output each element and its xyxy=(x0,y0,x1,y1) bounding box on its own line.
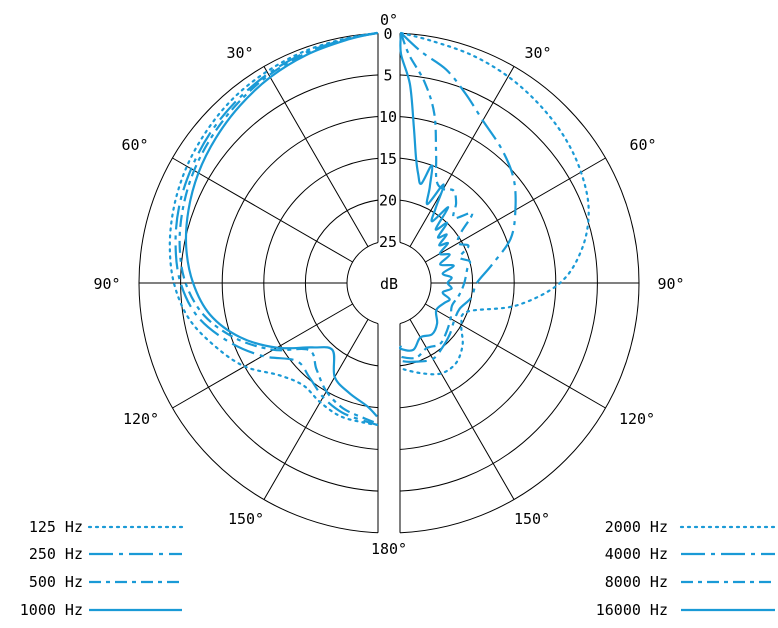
polar-series xyxy=(168,31,590,426)
unit-label: dB xyxy=(380,275,398,293)
angle-label: 150° xyxy=(228,510,264,528)
angle-label: 90° xyxy=(93,275,120,293)
series-250hz xyxy=(174,31,378,426)
angle-label: 0° xyxy=(380,11,398,29)
legend-label: 1000 Hz xyxy=(20,601,83,619)
grid-spoke xyxy=(263,66,369,247)
legend-label: 125 Hz xyxy=(29,518,83,536)
series-2000hz xyxy=(399,31,590,376)
angle-label: 90° xyxy=(657,275,684,293)
series-8000hz xyxy=(399,32,474,360)
legend-label: 250 Hz xyxy=(29,545,83,563)
radial-tick-label: 20 xyxy=(379,191,397,209)
series-4000hz xyxy=(399,32,517,363)
legend-label: 2000 Hz xyxy=(605,518,668,536)
polar-labels: 0° 30° 30° 60° 60° 90° 90° 120° 120° 150° 150° 180°… xyxy=(93,11,684,558)
legend-label: 8000 Hz xyxy=(605,573,668,591)
radial-tick-label: 0 xyxy=(383,25,392,43)
grid-spoke xyxy=(263,319,369,500)
radial-tick-label: 5 xyxy=(383,67,392,85)
angle-label: 60° xyxy=(121,136,148,154)
series-500hz xyxy=(178,31,378,425)
grid-spoke xyxy=(425,303,606,409)
axis-gap-center xyxy=(378,242,400,324)
radial-tick-label: 10 xyxy=(379,108,397,126)
grid-spoke xyxy=(409,66,515,247)
radial-tick-label: 25 xyxy=(379,233,397,251)
angle-label: 180° xyxy=(371,540,407,558)
legend-label: 500 Hz xyxy=(29,573,83,591)
grid-spoke xyxy=(409,319,515,500)
angle-label: 150° xyxy=(514,510,550,528)
legend-label: 4000 Hz xyxy=(605,545,668,563)
legend: 125 Hz 250 Hz 500 Hz 1000 Hz 2000 Hz 4000 Hz 8… xyxy=(20,518,777,619)
series-16000hz xyxy=(398,32,455,352)
legend-label: 16000 Hz xyxy=(596,601,668,619)
series-1000hz xyxy=(184,31,378,418)
angle-label: 120° xyxy=(123,410,159,428)
angle-label: 60° xyxy=(629,136,656,154)
angle-label: 120° xyxy=(619,410,655,428)
angle-label: 30° xyxy=(226,44,253,62)
series-125hz xyxy=(168,31,379,426)
radial-tick-label: 15 xyxy=(379,150,397,168)
angle-label: 30° xyxy=(524,44,551,62)
grid-spoke xyxy=(172,157,353,263)
polar-grid xyxy=(138,31,640,535)
